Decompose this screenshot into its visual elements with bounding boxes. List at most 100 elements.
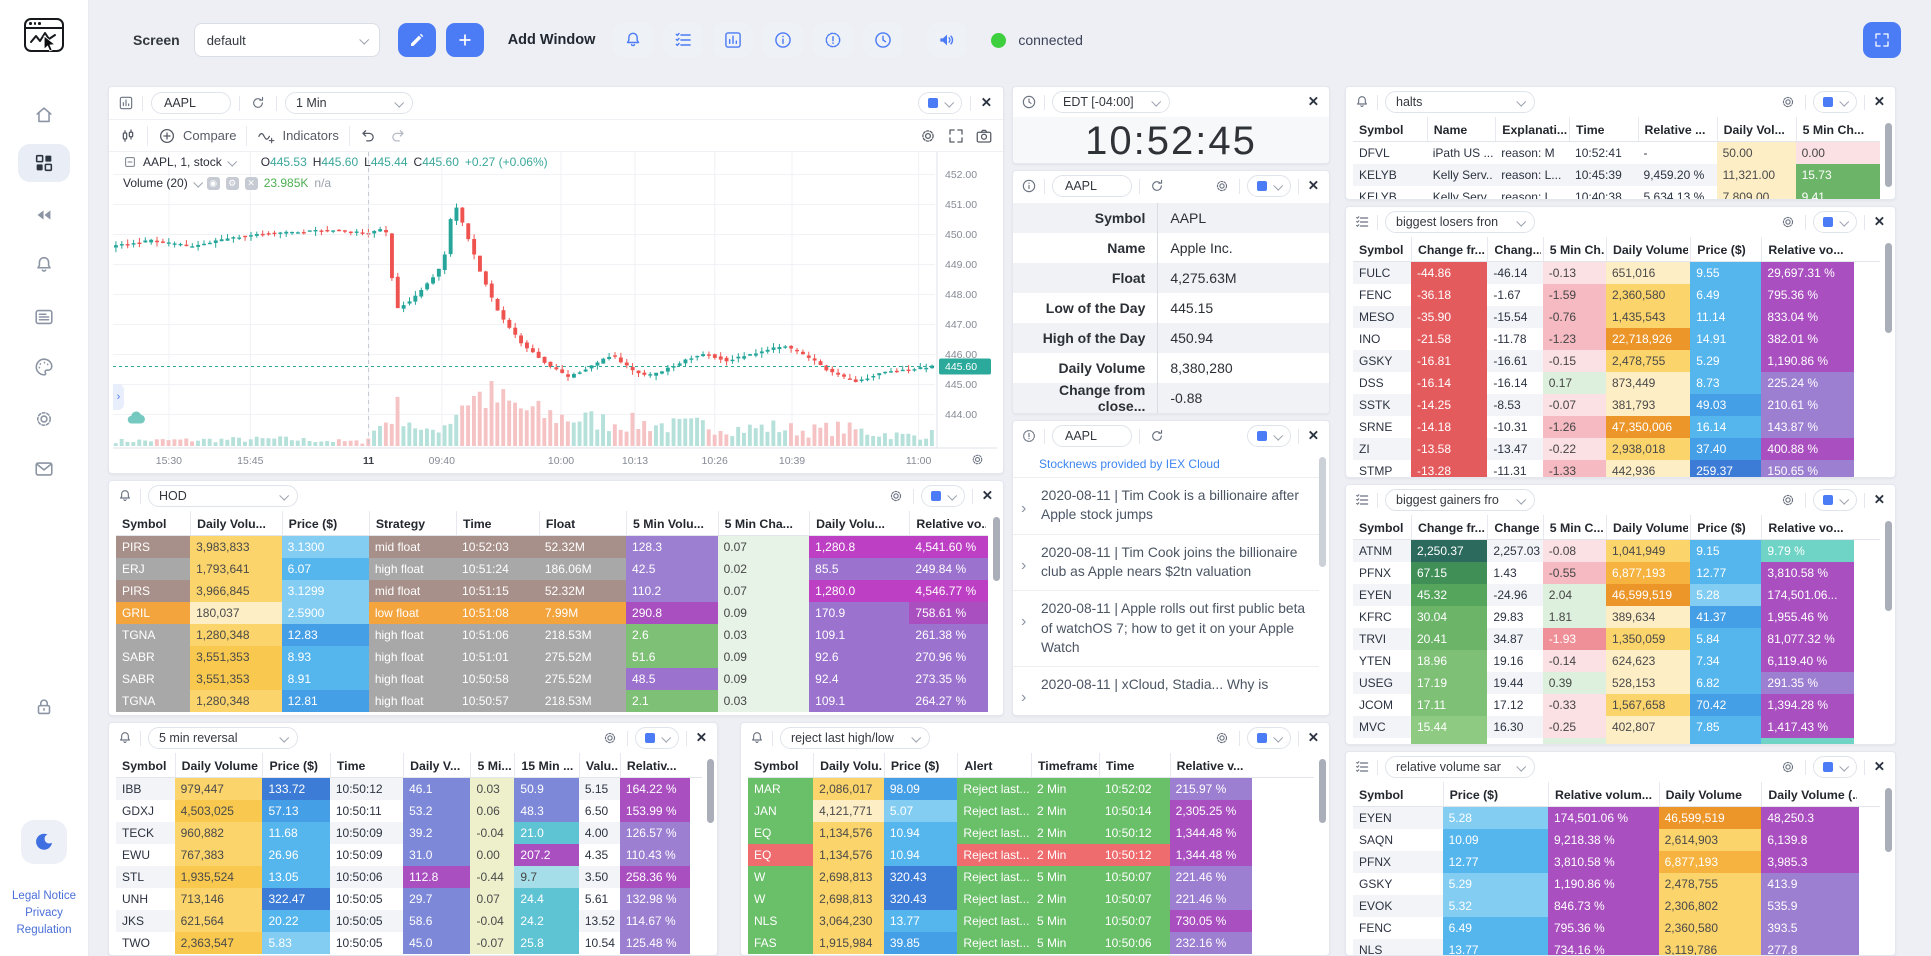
column-header[interactable]: Relative vo... — [1761, 237, 1853, 261]
table-row[interactable]: ZI -13.58 -13.47 -0.22 2,938,018 37.40 400.88 … — [1353, 438, 1880, 460]
column-header[interactable]: Daily Volume — [1605, 237, 1690, 261]
collapse-icon[interactable] — [123, 155, 137, 169]
add-scanner-window-button[interactable] — [663, 23, 704, 57]
column-header[interactable]: Price ($) — [1690, 237, 1761, 261]
column-header[interactable]: Price ($) — [1690, 515, 1761, 539]
table-row[interactable]: TGNA 1,280,348 12.81 high float 10:50:57 218.… — [116, 690, 988, 712]
column-header[interactable]: 5 Min Ch... — [1542, 237, 1606, 261]
redo-button[interactable] — [388, 127, 406, 145]
sidebar-item-home[interactable] — [18, 96, 70, 134]
column-header[interactable]: Explanati... — [1495, 117, 1569, 141]
link-group-dropdown[interactable] — [1812, 91, 1857, 113]
close-icon[interactable]: ✕ — [244, 176, 258, 190]
table-row[interactable]: GDXJ 4,503,025 57.13 10:50:11 53.2 0.06 48.3 6.… — [116, 800, 702, 822]
table-row[interactable]: FULC -44.86 -46.14 -0.13 651,016 9.55 29,697.3… — [1353, 262, 1880, 284]
column-header[interactable]: Price ($) — [1442, 782, 1548, 806]
add-news-window-button[interactable] — [813, 23, 854, 57]
table-row[interactable]: SAQN 10.09 9,218.38 % 2,614,903 6,139.8 — [1353, 829, 1880, 851]
settings-icon[interactable]: ⚙ — [225, 176, 239, 190]
column-header[interactable]: 5 Min Volu... — [626, 511, 718, 535]
scrollbar[interactable] — [1885, 521, 1892, 611]
table-row[interactable]: USEG 17.19 19.44 0.39 528,153 6.82 291.35 % — [1353, 672, 1880, 694]
column-header[interactable]: Timeframe — [1030, 753, 1099, 777]
column-header[interactable]: Daily Volume (... — [1761, 782, 1858, 806]
regulation-link[interactable]: Regulation — [16, 924, 72, 936]
sidebar-item-news[interactable] — [18, 298, 70, 336]
scrollbar[interactable] — [1319, 457, 1326, 567]
compare-button[interactable]: Compare — [158, 127, 236, 145]
table-row[interactable]: EQ 1,134,576 10.94 Reject last... 2 Min 10:50… — [748, 822, 1314, 844]
chart-snapshot-button[interactable] — [975, 127, 993, 145]
add-alert-window-button[interactable] — [613, 23, 654, 57]
add-clock-window-button[interactable] — [863, 23, 904, 57]
column-header[interactable]: Symbol — [1359, 123, 1404, 137]
scrollbar[interactable] — [1885, 243, 1892, 333]
interval-select[interactable]: 1 Min — [285, 92, 413, 114]
link-group-dropdown[interactable] — [920, 485, 965, 507]
axis-settings-icon[interactable] — [970, 452, 985, 472]
scrollbar[interactable] — [1885, 123, 1892, 187]
scanner-select[interactable]: biggest losers fron — [1385, 211, 1535, 233]
settings-icon[interactable] — [1778, 490, 1798, 510]
column-header[interactable]: Daily Volume — [174, 753, 263, 777]
column-header[interactable]: Valu... — [578, 753, 620, 777]
table-row[interactable]: W 2,698,813 320.43 Reject last... 2 Min 10:50… — [748, 888, 1314, 910]
column-header[interactable]: Change fr... — [1410, 237, 1487, 261]
column-header[interactable]: Daily Volume — [1605, 515, 1690, 539]
scanner-select[interactable]: halts — [1385, 91, 1535, 113]
legal-notice-link[interactable]: Legal Notice — [12, 890, 76, 902]
close-icon[interactable]: ✕ — [1873, 492, 1885, 507]
table-row[interactable]: EYEN 5.28 174,501.06 % 46,599,519 48,250.3 — [1353, 807, 1880, 829]
table-row[interactable]: PFNX 12.77 3,810.58 % 6,877,193 3,985.3 — [1353, 851, 1880, 873]
table-row[interactable]: TECK 960,882 11.68 10:50:09 39.2 -0.04 21.0 4.0… — [116, 822, 702, 844]
table-row[interactable]: NLS 13.77 734.16 % 3,119,786 277.8 — [1353, 939, 1880, 955]
edit-screen-button[interactable] — [397, 23, 436, 57]
chart-fullscreen-button[interactable] — [947, 127, 965, 145]
column-header[interactable]: Chang... — [1487, 237, 1542, 261]
table-row[interactable]: TRVI 20.41 34.87 -1.93 1,350,059 5.84 81,077.3… — [1353, 628, 1880, 650]
table-row[interactable]: EQ 1,134,576 10.94 Reject last... 2 Min 10:50… — [748, 844, 1314, 866]
news-item[interactable]: › 2020-08-11 | Tim Cook joins the billion… — [1013, 533, 1319, 591]
table-row[interactable]: UNH 713,146 322.47 10:50:05 29.7 0.07 24.4 5.61… — [116, 888, 702, 910]
table-row[interactable]: ERJ 1,793,641 6.07 high float 10:51:24 186.06… — [116, 558, 988, 580]
scrollbar[interactable] — [707, 759, 714, 823]
indicators-button[interactable]: Indicators — [257, 127, 339, 145]
column-header[interactable]: Symbol — [1359, 788, 1404, 802]
column-header[interactable]: Strategy — [368, 511, 456, 535]
table-row[interactable]: JKS 621,564 20.22 10:50:05 58.6 -0.04 24.2 13.5… — [116, 910, 702, 932]
chevron-right-icon[interactable]: › — [1021, 500, 1027, 517]
drawing-toolbar-toggle[interactable]: › — [113, 384, 124, 410]
candlestick-chart[interactable]: 445.60 444.00 445.00 446.00 447.00 448.00 449.… — [113, 152, 1003, 473]
candle-style-button[interactable] — [119, 127, 137, 145]
column-header[interactable]: Time — [1569, 117, 1638, 141]
table-row[interactable]: KFRC 30.04 29.83 1.81 389,634 41.37 1,955.46 % — [1353, 606, 1880, 628]
news-item[interactable]: › 2020-08-11 | Apple rolls out first publ… — [1013, 590, 1319, 666]
column-header[interactable]: Daily V... — [403, 753, 470, 777]
table-row[interactable]: EVOK 5.32 846.73 % 2,306,802 535.9 — [1353, 895, 1880, 917]
column-header[interactable]: 15 Min ... — [514, 753, 578, 777]
column-header[interactable]: Daily Volu... — [190, 511, 282, 535]
sound-toggle-button[interactable] — [927, 23, 968, 57]
close-icon[interactable]: ✕ — [1873, 759, 1885, 774]
column-header[interactable]: Price ($) — [281, 511, 369, 535]
undo-button[interactable] — [360, 127, 378, 145]
sidebar-item-lock[interactable] — [18, 688, 70, 726]
scanner-select[interactable]: reject last high/low — [780, 727, 930, 749]
column-header[interactable]: Alert — [957, 753, 1031, 777]
link-group-dropdown[interactable] — [1812, 211, 1857, 233]
table-row[interactable]: TGNA 1,280,348 12.83 high float 10:51:06 218.… — [116, 624, 988, 646]
close-icon[interactable]: ✕ — [1873, 214, 1885, 229]
close-icon[interactable]: ✕ — [1307, 730, 1319, 745]
table-row[interactable]: STMP -13.28 -11.31 -1.33 442,936 259.37 150.65… — [1353, 460, 1880, 477]
privacy-link[interactable]: Privacy — [25, 907, 63, 919]
sidebar-item-alerts[interactable] — [18, 246, 70, 284]
close-icon[interactable]: ✕ — [1307, 94, 1319, 109]
column-header[interactable]: Daily Volu... — [809, 511, 909, 535]
link-group-dropdown[interactable] — [1812, 756, 1857, 778]
column-header[interactable]: 5 Min C... — [1542, 515, 1606, 539]
table-row[interactable]: FENC 6.49 795.36 % 2,360,580 393.5 — [1353, 917, 1880, 939]
table-row[interactable]: MESO -35.90 -15.54 -0.76 1,435,543 11.14 833.0… — [1353, 306, 1880, 328]
link-group-dropdown[interactable] — [917, 92, 962, 114]
column-header[interactable]: Daily Volu... — [813, 753, 884, 777]
screen-select[interactable]: default — [193, 23, 380, 57]
